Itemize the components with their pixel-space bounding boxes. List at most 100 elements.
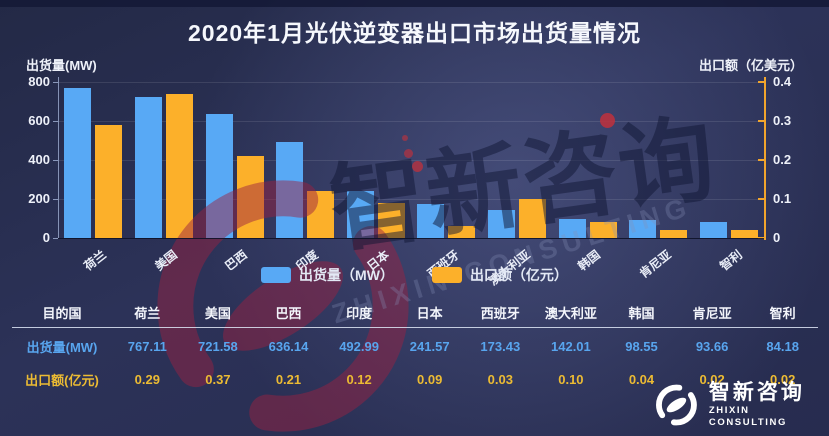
gridline [58,121,764,122]
table-cell-value: 84.18 [766,338,799,354]
table-row-label: 出口额(亿元) [25,372,99,388]
table-cell-value: 0.21 [275,371,302,387]
table-header-divider [12,327,818,328]
gridline [58,199,764,200]
y-axis-right-tick-label: 0.2 [773,152,792,167]
y-axis-left-tick-label: 0 [42,230,50,245]
watermark-dot [600,113,615,128]
table-cell-value: 721.58 [198,338,238,354]
table-header-country: 智利 [769,305,796,321]
table-header-country: 澳大利亚 [544,305,597,321]
table-cell-value: 142.01 [551,338,591,354]
y-axis-right-tick [758,198,764,200]
gridline [58,160,764,161]
brand-logo-icon [654,382,699,428]
table-cell-value: 241.57 [409,338,450,354]
y-axis-left-tick-label: 800 [28,74,50,89]
table-cell-value: 492.99 [339,338,379,354]
y-axis-left-tick [53,121,58,122]
table-header-country: 印度 [346,305,373,321]
table-cell-value: 173.43 [480,338,521,354]
y-axis-left-tick-label: 600 [28,113,50,128]
bar-group [487,82,547,238]
table-cell-value: 98.55 [625,338,658,354]
bar-group [63,82,123,238]
x-axis-line [58,238,764,239]
bar-shipment [134,97,162,238]
legend-item[interactable]: 出口额（亿元） [431,265,568,285]
bar-export-value [518,199,546,238]
chart-legend: 出货量（MW） 出口额（亿元） [0,265,829,285]
legend-swatch [431,267,462,283]
bar-shipment [487,210,515,238]
table-header-country: 巴西 [275,305,302,321]
legend-item[interactable]: 出货量（MW） [261,265,394,285]
bar-group [416,82,476,238]
table-row-label: 出货量(MW) [26,339,98,355]
brand-name-en: ZHIXIN CONSULTING [708,405,787,428]
table-cell-value: 0.29 [134,371,160,387]
legend-label: 出口额（亿元） [469,267,568,283]
bar-export-value [589,222,617,238]
table-cell-value: 0.02 [699,371,725,387]
left-axis-title: 出货量(MW) [26,58,97,73]
brand-name-cn: 智新咨询 [708,381,805,404]
watermark-dot [404,149,413,158]
y-axis-right-tick-label: 0.3 [773,113,792,128]
watermark-dot [402,135,408,141]
right-axis-title: 出口额（亿美元） [698,58,803,73]
y-axis-left-tick [53,238,58,239]
bar-export-value [448,226,476,238]
bar-group [134,82,194,238]
y-axis-right-tick [758,81,764,83]
table-cell-value: 0.03 [487,371,513,387]
table-cell-value: 0.04 [628,371,655,387]
legend-label: 出货量（MW） [299,267,394,283]
y-axis-left-tick [53,199,58,200]
y-axis-left-tick [53,160,58,161]
y-axis-left-tick [53,82,58,83]
legend-swatch [261,267,292,283]
y-axis-right-tick-label: 0.1 [773,191,792,206]
table-cell-value: 0.37 [205,371,231,387]
chart-title: 2020年1月光伏逆变器出口市场出货量情况 [188,20,641,46]
table-cell-value: 0.09 [417,371,443,387]
brand-text: 智新咨询 ZHIXIN CONSULTING [709,381,829,429]
bar-shipment [629,220,657,238]
y-axis-left-line [58,77,59,238]
y-axis-right-line [764,77,766,240]
bar-export-value [95,125,123,238]
y-axis-right-tick-label: 0.4 [773,74,792,89]
table-cell-value: 636.14 [268,338,309,354]
table-header-country: 美国 [204,305,231,321]
gridline [58,82,764,83]
bar-export-value [660,230,688,238]
data-table: 目的国 荷兰 美国 巴西 印度 日本 西班牙 澳大利亚 韩国 肯尼亚 智利出货量(MW) 767.11… [12,297,818,394]
y-axis-right-tick [758,159,764,161]
bar-shipment [558,219,586,238]
table-cell-value: 93.66 [695,338,729,354]
bar-group [558,82,618,238]
table-header-country: 肯尼亚 [692,305,732,321]
table-header-destination: 目的国 [42,305,82,321]
y-axis-left-tick-label: 200 [28,191,50,206]
table-cell-value: 0.12 [346,371,372,387]
table-header-country: 日本 [416,305,443,321]
y-axis-right-tick [758,120,764,122]
table-cell-value: 0.10 [558,371,584,387]
bar-export-value [165,94,193,238]
watermark-dot [412,161,423,172]
table-header-country: 荷兰 [134,305,161,321]
bar-shipment [64,88,92,238]
bar-group [628,82,688,238]
bar-export-value [730,230,758,238]
table-cell-value: 767.11 [127,338,167,354]
table-cell-value: 0.02 [770,371,796,387]
brand-block: 智新咨询 ZHIXIN CONSULTING [654,381,829,429]
top-strip [0,0,829,7]
bar-shipment [417,204,445,238]
y-axis-right-tick-label: 0 [773,230,781,245]
bar-group [699,82,759,238]
table-header-country: 西班牙 [480,305,520,321]
table-header-country: 韩国 [628,305,655,321]
